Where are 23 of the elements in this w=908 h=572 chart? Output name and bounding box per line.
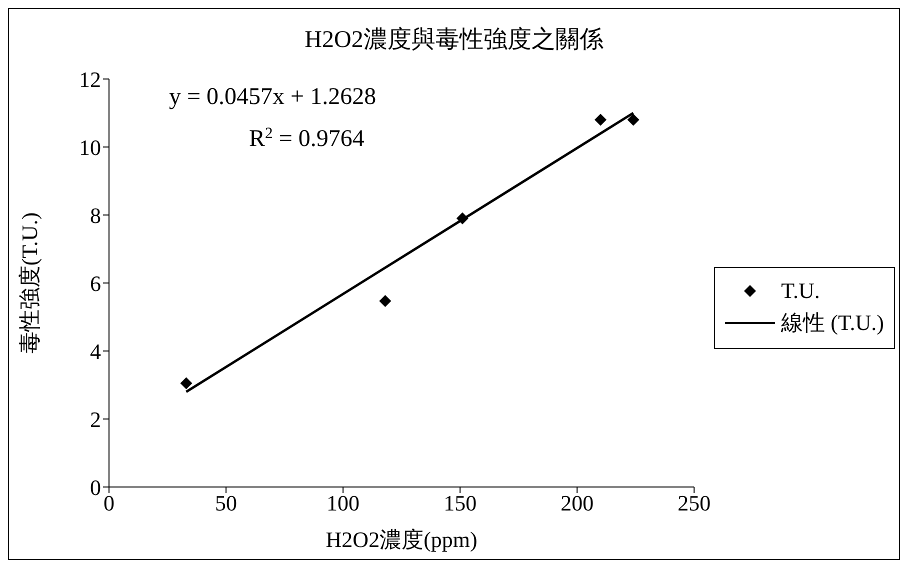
y-tick-label: 0 xyxy=(90,474,101,500)
point xyxy=(594,114,607,126)
x-tick-label: 200 xyxy=(560,490,594,516)
x-tick-label: 250 xyxy=(678,490,711,516)
y-tick-label: 12 xyxy=(79,66,101,92)
point xyxy=(627,114,640,126)
annotation: y = 0.0457x + 1.2628 xyxy=(169,84,376,110)
point xyxy=(180,377,192,390)
point xyxy=(379,295,392,308)
chart-title: H2O2濃度與毒性強度之關係 xyxy=(304,26,604,55)
legend-label: 線性 (T.U.) xyxy=(781,309,884,337)
y-axis-title: 毒性強度(T.U.) xyxy=(16,212,42,354)
legend-label: T.U. xyxy=(781,278,820,304)
y-tick-label: 4 xyxy=(90,338,101,364)
x-tick-label: 150 xyxy=(444,490,477,516)
y-tick-label: 6 xyxy=(90,270,101,296)
y-tick-label: 10 xyxy=(79,134,101,160)
annotation: R$^{2}$ = 0.9764 xyxy=(249,124,364,152)
x-tick-label: 50 xyxy=(215,490,238,516)
x-axis-title: H2O2濃度(ppm) xyxy=(326,527,478,552)
x-tick-label: 100 xyxy=(326,490,360,516)
y-tick-label: 8 xyxy=(90,202,101,228)
y-tick-label: 2 xyxy=(90,406,101,432)
